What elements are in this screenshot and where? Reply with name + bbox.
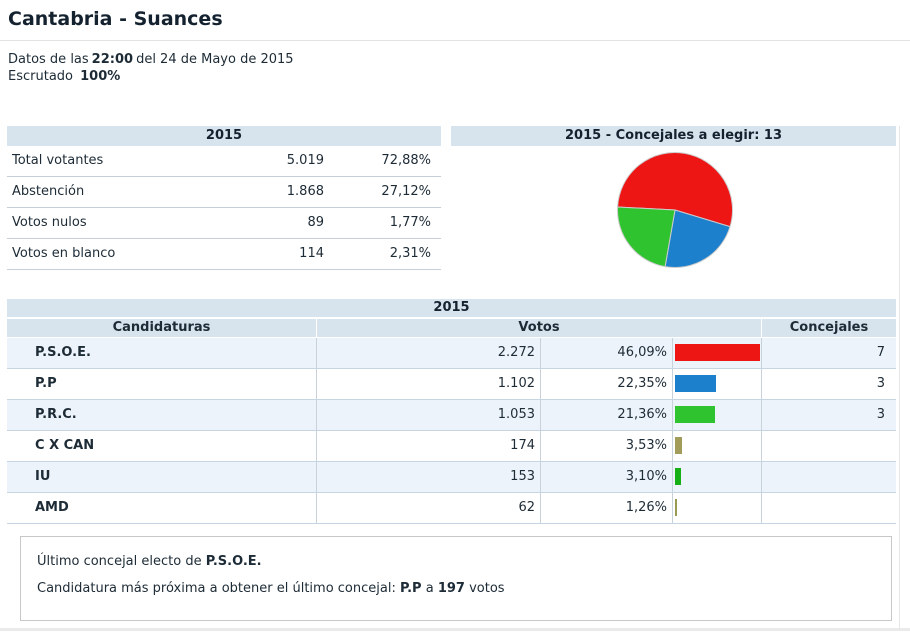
votes-value: 2.272	[317, 338, 541, 368]
bar-cell	[673, 369, 762, 399]
footer-info-box: Último concejal electo de P.S.O.E. Candi…	[20, 536, 892, 621]
summary-row-label: Abstención	[12, 184, 85, 199]
summary-row: Abstención 1.868 27,12%	[7, 177, 441, 208]
vote-share-bar	[675, 437, 682, 454]
summary-row-label: Total votantes	[12, 153, 104, 168]
bar-cell	[673, 400, 762, 430]
party-name: AMD	[7, 493, 317, 523]
result-row: C X CAN 174 3,53%	[7, 431, 896, 462]
bottom-divider	[0, 628, 910, 631]
column-header-votos: Votos	[317, 319, 762, 337]
result-row: P.R.C. 1.053 21,36% 3	[7, 400, 896, 431]
bar-cell	[673, 462, 762, 492]
vote-share-bar	[675, 344, 760, 361]
summary-table-header: 2015	[7, 126, 441, 146]
percent-value: 46,09%	[541, 338, 673, 368]
summary-row-percent: 1,77%	[389, 215, 431, 230]
pie-panel-header: 2015 - Concejales a elegir: 13	[451, 126, 896, 146]
party-name: P.R.C.	[7, 400, 317, 430]
summary-table: 2015 Total votantes 5.019 72,88% Abstención…	[7, 126, 441, 270]
seats-value	[762, 462, 896, 492]
vote-share-bar	[675, 499, 677, 516]
summary-row: Total votantes 5.019 72,88%	[7, 146, 441, 177]
page-right-border	[899, 126, 900, 631]
summary-row-label: Votos nulos	[12, 215, 87, 230]
percent-value: 3,53%	[541, 431, 673, 461]
seats-pie-chart	[617, 151, 733, 268]
summary-row-percent: 27,12%	[381, 184, 431, 199]
seats-value	[762, 431, 896, 461]
seats-value: 3	[876, 407, 885, 422]
seats-value: 7	[876, 345, 885, 360]
closest-party-line: Candidatura más próxima a obtener el últ…	[37, 581, 875, 597]
party-name: P.P	[7, 369, 317, 399]
vote-share-bar	[675, 468, 681, 485]
results-table-year-header: 2015	[7, 299, 896, 317]
results-table: 2015 Candidaturas Votos Concejales P.S.O…	[7, 299, 896, 524]
closest-party-votes: 197	[437, 581, 465, 596]
datos-time: 22:00	[91, 52, 134, 67]
result-row: IU 153 3,10%	[7, 462, 896, 493]
summary-row-value: 5.019	[286, 153, 324, 168]
summary-row-label: Votos en blanco	[12, 246, 116, 261]
votes-value: 153	[317, 462, 541, 492]
data-timestamp-line: Datos de las 22:00 del 24 de Mayo de 2015	[8, 51, 294, 68]
votes-value: 1.053	[317, 400, 541, 430]
percent-value: 21,36%	[541, 400, 673, 430]
percent-value: 22,35%	[541, 369, 673, 399]
summary-row-value: 1.868	[286, 184, 324, 199]
results-table-column-header: Candidaturas Votos Concejales	[7, 319, 896, 337]
summary-row: Votos en blanco 114 2,31%	[7, 239, 441, 270]
datos-suffix: del 24 de Mayo de 2015	[136, 52, 294, 67]
last-seat-prefix: Último concejal electo de	[37, 554, 206, 569]
escrutado-label: Escrutado	[8, 69, 73, 84]
column-header-candidaturas: Candidaturas	[7, 319, 317, 337]
bar-cell	[673, 493, 762, 523]
column-header-concejales: Concejales	[762, 319, 896, 337]
result-row: P.S.O.E. 2.272 46,09% 7	[7, 338, 896, 369]
pie-panel: 2015 - Concejales a elegir: 13	[451, 126, 896, 274]
summary-row-value: 89	[307, 215, 324, 230]
result-row: P.P 1.102 22,35% 3	[7, 369, 896, 400]
escrutado-value: 100%	[80, 69, 121, 84]
closest-party-name: P.P	[399, 581, 422, 596]
bar-cell	[673, 338, 762, 368]
closest-party-prefix: Candidatura más próxima a obtener el últ…	[37, 581, 400, 596]
votes-value: 1.102	[317, 369, 541, 399]
votes-value: 174	[317, 431, 541, 461]
percent-value: 1,26%	[541, 493, 673, 523]
votes-value: 62	[317, 493, 541, 523]
meta-block: Datos de las 22:00 del 24 de Mayo de 2015 …	[8, 51, 294, 85]
closest-party-mid: a	[421, 581, 438, 596]
title-divider	[0, 40, 910, 41]
closest-party-suffix: votos	[464, 581, 505, 596]
vote-share-bar	[675, 375, 716, 392]
vote-share-bar	[675, 406, 715, 423]
result-row: AMD 62 1,26%	[7, 493, 896, 524]
escrutado-line: Escrutado 100%	[8, 68, 294, 85]
party-name: C X CAN	[7, 431, 317, 461]
datos-prefix: Datos de las	[8, 52, 89, 67]
seats-value: 3	[876, 376, 885, 391]
summary-row-percent: 72,88%	[381, 153, 431, 168]
seats-value	[762, 493, 896, 523]
summary-row: Votos nulos 89 1,77%	[7, 208, 441, 239]
page-title: Cantabria - Suances	[8, 8, 223, 30]
party-name: P.S.O.E.	[7, 338, 317, 368]
summary-table-body: Total votantes 5.019 72,88% Abstención 1.868…	[7, 146, 441, 270]
pie-slice-pp	[664, 209, 731, 268]
last-seat-line: Último concejal electo de P.S.O.E.	[37, 554, 875, 570]
summary-row-percent: 2,31%	[389, 246, 431, 261]
pie-chart-area	[451, 146, 896, 274]
percent-value: 3,10%	[541, 462, 673, 492]
pie-slice-prc	[617, 206, 676, 268]
summary-row-value: 114	[299, 246, 324, 261]
bar-cell	[673, 431, 762, 461]
last-seat-party: P.S.O.E.	[205, 554, 262, 569]
results-table-body: P.S.O.E. 2.272 46,09% 7 P.P 1.102 22,35% 3 P.R.C…	[7, 338, 896, 524]
party-name: IU	[7, 462, 317, 492]
